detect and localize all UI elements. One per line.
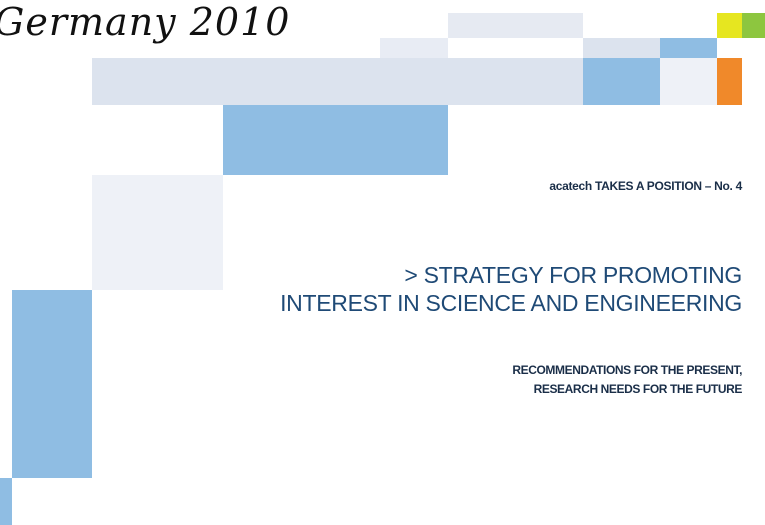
block	[12, 290, 92, 478]
block	[92, 58, 448, 105]
block	[380, 38, 448, 58]
title-line: > STRATEGY FOR PROMOTING	[404, 262, 742, 288]
block	[583, 58, 660, 105]
block	[742, 13, 765, 38]
handwritten-title: Germany 2010	[0, 0, 291, 44]
block	[448, 58, 583, 105]
block	[583, 38, 660, 58]
series-label: acatech TAKES A POSITION – No. 4	[549, 179, 742, 193]
block	[717, 58, 742, 105]
subtitle-line: RECOMMENDATIONS FOR THE PRESENT,	[512, 363, 742, 377]
subtitle-line: RESEARCH NEEDS FOR THE FUTURE	[533, 382, 743, 396]
block	[717, 13, 742, 38]
block	[92, 175, 223, 290]
block	[660, 38, 717, 58]
title-line: INTEREST IN SCIENCE AND ENGINEERING	[280, 290, 742, 316]
block	[223, 105, 448, 175]
block	[0, 478, 12, 525]
block	[660, 58, 717, 105]
block	[448, 13, 583, 38]
